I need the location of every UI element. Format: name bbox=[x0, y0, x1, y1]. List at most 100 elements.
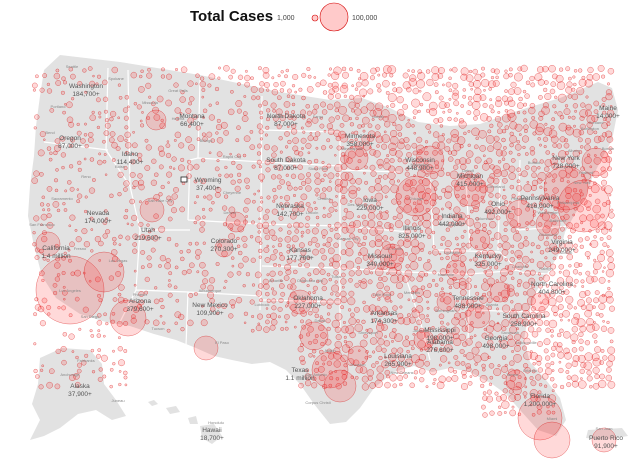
county-bubble bbox=[473, 221, 482, 229]
county-bubble bbox=[373, 150, 381, 158]
county-bubble bbox=[165, 152, 172, 159]
county-bubble bbox=[539, 159, 544, 164]
county-bubble bbox=[83, 157, 87, 161]
county-bubble bbox=[488, 382, 493, 386]
county-bubble bbox=[501, 326, 507, 332]
county-bubble bbox=[608, 150, 613, 155]
county-bubble bbox=[258, 248, 263, 254]
county-bubble bbox=[524, 270, 531, 277]
county-bubble bbox=[564, 186, 573, 195]
county-bubble bbox=[391, 327, 397, 333]
county-bubble bbox=[471, 369, 480, 377]
county-bubble bbox=[402, 158, 408, 165]
county-bubble bbox=[334, 312, 343, 321]
county-bubble bbox=[598, 135, 605, 143]
county-bubble bbox=[375, 66, 381, 72]
hotspot-bubble bbox=[109, 299, 147, 337]
county-bubble bbox=[266, 298, 271, 303]
county-bubble bbox=[209, 298, 215, 304]
county-bubble bbox=[578, 68, 583, 73]
county-bubble bbox=[299, 256, 306, 264]
county-bubble bbox=[404, 335, 409, 340]
county-bubble bbox=[423, 289, 432, 298]
county-bubble bbox=[480, 383, 485, 389]
county-bubble bbox=[46, 186, 53, 192]
county-bubble bbox=[359, 72, 369, 81]
city-label: Jacksonville bbox=[515, 340, 537, 345]
county-bubble bbox=[144, 165, 151, 171]
county-bubble bbox=[488, 192, 494, 198]
place-labels: Washington184,700+Oregon87,000+Idaho114,… bbox=[29, 64, 623, 450]
county-bubble bbox=[517, 152, 521, 157]
county-bubble bbox=[598, 276, 606, 284]
county-bubble bbox=[405, 264, 410, 269]
county-bubble bbox=[517, 223, 521, 227]
county-bubble bbox=[412, 332, 416, 336]
county-bubble bbox=[234, 219, 241, 226]
county-bubble bbox=[511, 206, 516, 211]
county-bubble bbox=[112, 349, 115, 353]
city-label: Raleigh bbox=[539, 266, 553, 271]
county-bubble bbox=[280, 80, 286, 87]
state-label-value: 340,000+ bbox=[366, 261, 393, 268]
county-bubble bbox=[437, 141, 446, 150]
city-label: St. Louis bbox=[386, 246, 402, 251]
city-label: Nashville bbox=[438, 272, 455, 277]
county-bubble bbox=[77, 167, 82, 172]
county-bubble bbox=[367, 130, 376, 139]
city-label: Phoenix bbox=[133, 292, 147, 297]
city-label: Tampa bbox=[506, 372, 519, 377]
county-bubble bbox=[70, 137, 76, 143]
county-bubble bbox=[410, 290, 415, 295]
county-bubble bbox=[40, 213, 48, 221]
county-bubble bbox=[124, 131, 131, 138]
county-bubble bbox=[437, 73, 444, 79]
county-bubble bbox=[61, 165, 65, 170]
county-bubble bbox=[592, 366, 600, 374]
county-bubble bbox=[66, 116, 74, 124]
county-bubble bbox=[493, 177, 500, 185]
hotspot-bubble bbox=[83, 251, 125, 293]
hotspot-bubble bbox=[379, 243, 405, 269]
county-bubble bbox=[300, 359, 306, 366]
county-bubble bbox=[108, 137, 115, 143]
county-bubble bbox=[493, 135, 500, 142]
county-bubble bbox=[431, 230, 436, 235]
county-bubble bbox=[327, 172, 335, 180]
county-bubble bbox=[84, 143, 89, 149]
county-bubble bbox=[509, 184, 515, 190]
county-bubble bbox=[551, 178, 556, 183]
city-label: Pittsburgh bbox=[511, 196, 529, 201]
county-bubble bbox=[551, 284, 559, 292]
county-bubble bbox=[342, 238, 346, 242]
county-bubble bbox=[574, 109, 578, 113]
county-bubble bbox=[585, 95, 589, 99]
county-bubble bbox=[377, 297, 381, 301]
county-bubble bbox=[291, 235, 299, 243]
county-bubble bbox=[332, 201, 338, 208]
county-bubble bbox=[558, 201, 565, 208]
county-bubble bbox=[550, 352, 556, 358]
county-bubble bbox=[412, 116, 416, 120]
county-bubble bbox=[382, 72, 388, 78]
county-bubble bbox=[153, 213, 159, 219]
county-bubble bbox=[437, 333, 444, 340]
county-bubble bbox=[424, 150, 429, 156]
county-bubble bbox=[482, 278, 487, 283]
county-bubble bbox=[166, 140, 170, 143]
county-bubble bbox=[269, 270, 276, 277]
county-bubble bbox=[411, 285, 419, 293]
county-bubble bbox=[147, 229, 152, 234]
county-bubble bbox=[458, 319, 467, 327]
county-bubble bbox=[377, 338, 385, 346]
county-bubble bbox=[597, 64, 605, 72]
county-bubble bbox=[57, 306, 61, 310]
county-bubble bbox=[558, 313, 564, 318]
county-bubble bbox=[453, 354, 459, 360]
state-label-value: 174,300+ bbox=[370, 318, 397, 325]
county-bubble bbox=[392, 122, 397, 127]
county-bubble bbox=[426, 78, 434, 87]
county-bubble bbox=[501, 319, 510, 328]
county-bubble bbox=[367, 88, 374, 95]
county-bubble bbox=[340, 272, 346, 278]
